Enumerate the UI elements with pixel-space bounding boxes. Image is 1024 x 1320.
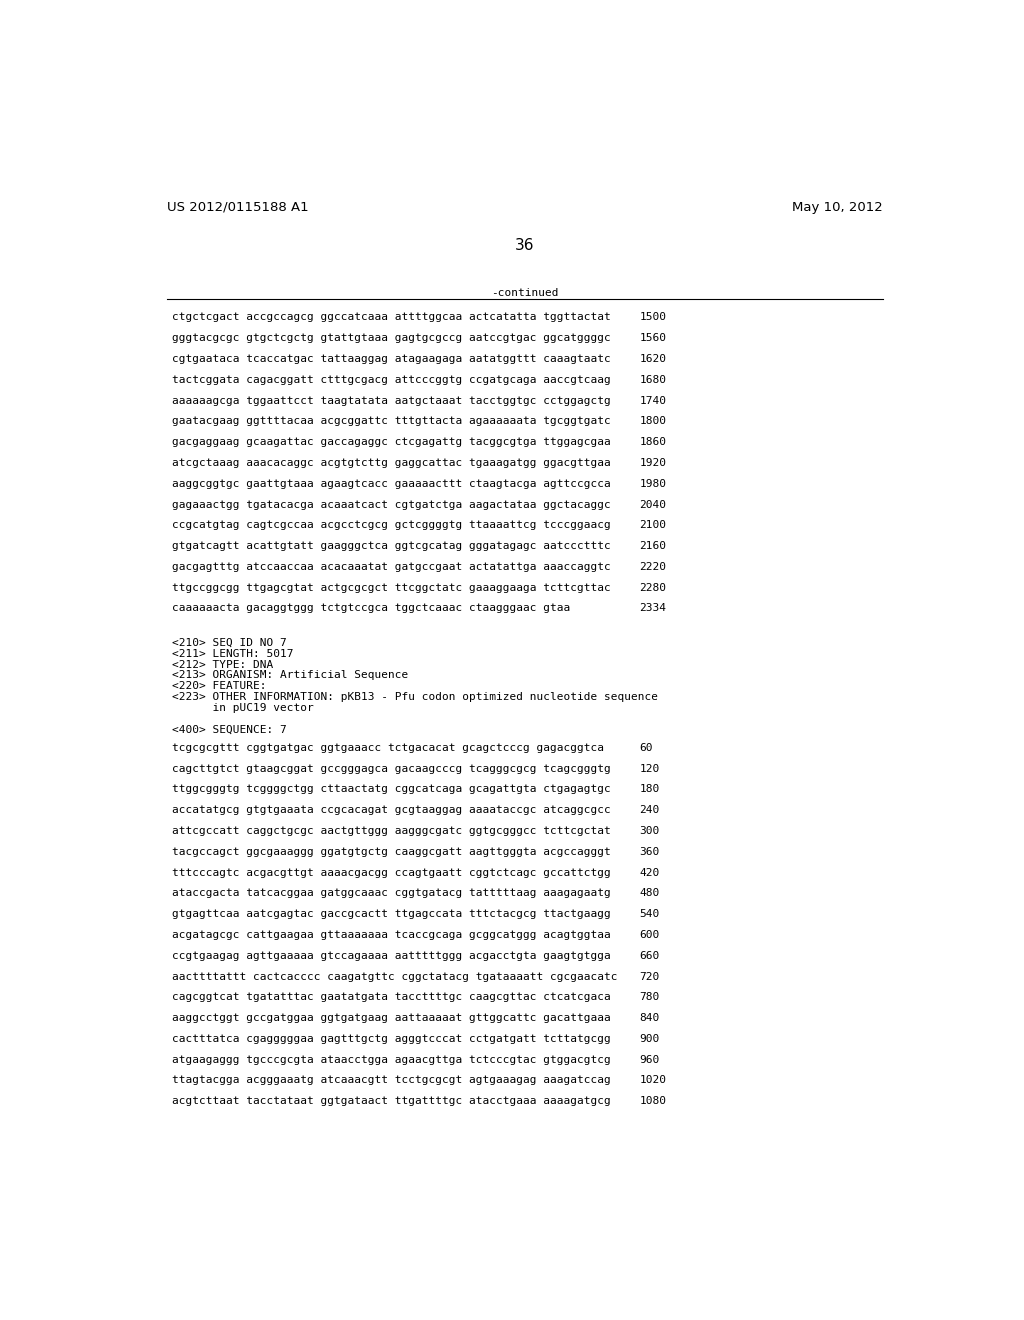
Text: <400> SEQUENCE: 7: <400> SEQUENCE: 7: [172, 725, 287, 734]
Text: aacttttattt cactcacccc caagatgttc cggctatacg tgataaaatt cgcgaacatc: aacttttattt cactcacccc caagatgttc cggcta…: [172, 972, 617, 982]
Text: 1860: 1860: [640, 437, 667, 447]
Text: cactttatca cgagggggaa gagtttgctg agggtcccat cctgatgatt tcttatgcgg: cactttatca cgagggggaa gagtttgctg agggtcc…: [172, 1034, 611, 1044]
Text: tactcggata cagacggatt ctttgcgacg attcccggtg ccgatgcaga aaccgtcaag: tactcggata cagacggatt ctttgcgacg attcccg…: [172, 375, 611, 384]
Text: 1980: 1980: [640, 479, 667, 488]
Text: ttagtacgga acgggaaatg atcaaacgtt tcctgcgcgt agtgaaagag aaagatccag: ttagtacgga acgggaaatg atcaaacgtt tcctgcg…: [172, 1076, 611, 1085]
Text: 720: 720: [640, 972, 659, 982]
Text: 1740: 1740: [640, 396, 667, 405]
Text: 480: 480: [640, 888, 659, 899]
Text: aaggcggtgc gaattgtaaa agaagtcacc gaaaaacttt ctaagtacga agttccgcca: aaggcggtgc gaattgtaaa agaagtcacc gaaaaac…: [172, 479, 611, 488]
Text: aaaaaagcga tggaattcct taagtatata aatgctaaat tacctggtgc cctggagctg: aaaaaagcga tggaattcct taagtatata aatgcta…: [172, 396, 611, 405]
Text: 2220: 2220: [640, 562, 667, 572]
Text: gacgagtttg atccaaccaa acacaaatat gatgccgaat actatattga aaaccaggtc: gacgagtttg atccaaccaa acacaaatat gatgccg…: [172, 562, 611, 572]
Text: ccgtgaagag agttgaaaaa gtccagaaaa aatttttggg acgacctgta gaagtgtgga: ccgtgaagag agttgaaaaa gtccagaaaa aattttt…: [172, 950, 611, 961]
Text: gagaaactgg tgatacacga acaaatcact cgtgatctga aagactataa ggctacaggc: gagaaactgg tgatacacga acaaatcact cgtgatc…: [172, 499, 611, 510]
Text: accatatgcg gtgtgaaata ccgcacagat gcgtaaggag aaaataccgc atcaggcgcc: accatatgcg gtgtgaaata ccgcacagat gcgtaag…: [172, 805, 611, 816]
Text: <210> SEQ ID NO 7: <210> SEQ ID NO 7: [172, 638, 287, 648]
Text: -continued: -continued: [492, 288, 558, 298]
Text: 1620: 1620: [640, 354, 667, 364]
Text: attcgccatt caggctgcgc aactgttggg aagggcgatc ggtgcgggcc tcttcgctat: attcgccatt caggctgcgc aactgttggg aagggcg…: [172, 826, 611, 836]
Text: cgtgaataca tcaccatgac tattaaggag atagaagaga aatatggttt caaagtaatc: cgtgaataca tcaccatgac tattaaggag atagaag…: [172, 354, 611, 364]
Text: cagcttgtct gtaagcggat gccgggagca gacaagcccg tcagggcgcg tcagcgggtg: cagcttgtct gtaagcggat gccgggagca gacaagc…: [172, 763, 611, 774]
Text: ttgccggcgg ttgagcgtat actgcgcgct ttcggctatc gaaaggaaga tcttcgttac: ttgccggcgg ttgagcgtat actgcgcgct ttcggct…: [172, 582, 611, 593]
Text: 2040: 2040: [640, 499, 667, 510]
Text: 540: 540: [640, 909, 659, 919]
Text: 60: 60: [640, 743, 653, 752]
Text: aaggcctggt gccgatggaa ggtgatgaag aattaaaaat gttggcattc gacattgaaa: aaggcctggt gccgatggaa ggtgatgaag aattaaa…: [172, 1014, 611, 1023]
Text: 900: 900: [640, 1034, 659, 1044]
Text: 2334: 2334: [640, 603, 667, 614]
Text: gtgatcagtt acattgtatt gaagggctca ggtcgcatag gggatagagc aatccctttc: gtgatcagtt acattgtatt gaagggctca ggtcgca…: [172, 541, 611, 550]
Text: 240: 240: [640, 805, 659, 816]
Text: acgatagcgc cattgaagaa gttaaaaaaa tcaccgcaga gcggcatggg acagtggtaa: acgatagcgc cattgaagaa gttaaaaaaa tcaccgc…: [172, 929, 611, 940]
Text: 1680: 1680: [640, 375, 667, 384]
Text: <211> LENGTH: 5017: <211> LENGTH: 5017: [172, 649, 294, 659]
Text: ataccgacta tatcacggaa gatggcaaac cggtgatacg tatttttaag aaagagaatg: ataccgacta tatcacggaa gatggcaaac cggtgat…: [172, 888, 611, 899]
Text: <212> TYPE: DNA: <212> TYPE: DNA: [172, 660, 273, 669]
Text: 120: 120: [640, 763, 659, 774]
Text: 2280: 2280: [640, 582, 667, 593]
Text: cagcggtcat tgatatttac gaatatgata taccttttgc caagcgttac ctcatcgaca: cagcggtcat tgatatttac gaatatgata taccttt…: [172, 993, 611, 1002]
Text: 1560: 1560: [640, 333, 667, 343]
Text: 180: 180: [640, 784, 659, 795]
Text: 2100: 2100: [640, 520, 667, 531]
Text: 1920: 1920: [640, 458, 667, 467]
Text: 1500: 1500: [640, 313, 667, 322]
Text: tttcccagtc acgacgttgt aaaacgacgg ccagtgaatt cggtctcagc gccattctgg: tttcccagtc acgacgttgt aaaacgacgg ccagtga…: [172, 867, 611, 878]
Text: <223> OTHER INFORMATION: pKB13 - Pfu codon optimized nucleotide sequence: <223> OTHER INFORMATION: pKB13 - Pfu cod…: [172, 692, 658, 702]
Text: 840: 840: [640, 1014, 659, 1023]
Text: <213> ORGANISM: Artificial Sequence: <213> ORGANISM: Artificial Sequence: [172, 671, 409, 680]
Text: 360: 360: [640, 847, 659, 857]
Text: acgtcttaat tacctataat ggtgataact ttgattttgc atacctgaaa aaaagatgcg: acgtcttaat tacctataat ggtgataact ttgattt…: [172, 1096, 611, 1106]
Text: caaaaaacta gacaggtggg tctgtccgca tggctcaaac ctaagggaac gtaa: caaaaaacta gacaggtggg tctgtccgca tggctca…: [172, 603, 570, 614]
Text: gaatacgaag ggttttacaa acgcggattc tttgttacta agaaaaaata tgcggtgatc: gaatacgaag ggttttacaa acgcggattc tttgtta…: [172, 416, 611, 426]
Text: ccgcatgtag cagtcgccaa acgcctcgcg gctcggggtg ttaaaattcg tcccggaacg: ccgcatgtag cagtcgccaa acgcctcgcg gctcggg…: [172, 520, 611, 531]
Text: 1020: 1020: [640, 1076, 667, 1085]
Text: tcgcgcgttt cggtgatgac ggtgaaacc tctgacacat gcagctcccg gagacggtca: tcgcgcgttt cggtgatgac ggtgaaacc tctgacac…: [172, 743, 604, 752]
Text: 1080: 1080: [640, 1096, 667, 1106]
Text: atgaagaggg tgcccgcgta ataacctgga agaacgttga tctcccgtac gtggacgtcg: atgaagaggg tgcccgcgta ataacctgga agaacgt…: [172, 1055, 611, 1065]
Text: 2160: 2160: [640, 541, 667, 550]
Text: 300: 300: [640, 826, 659, 836]
Text: atcgctaaag aaacacaggc acgtgtcttg gaggcattac tgaaagatgg ggacgttgaa: atcgctaaag aaacacaggc acgtgtcttg gaggcat…: [172, 458, 611, 467]
Text: tacgccagct ggcgaaaggg ggatgtgctg caaggcgatt aagttgggta acgccagggt: tacgccagct ggcgaaaggg ggatgtgctg caaggcg…: [172, 847, 611, 857]
Text: 960: 960: [640, 1055, 659, 1065]
Text: in pUC19 vector: in pUC19 vector: [172, 702, 314, 713]
Text: 780: 780: [640, 993, 659, 1002]
Text: gtgagttcaa aatcgagtac gaccgcactt ttgagccata tttctacgcg ttactgaagg: gtgagttcaa aatcgagtac gaccgcactt ttgagcc…: [172, 909, 611, 919]
Text: gggtacgcgc gtgctcgctg gtattgtaaa gagtgcgccg aatccgtgac ggcatggggc: gggtacgcgc gtgctcgctg gtattgtaaa gagtgcg…: [172, 333, 611, 343]
Text: ttggcgggtg tcggggctgg cttaactatg cggcatcaga gcagattgta ctgagagtgc: ttggcgggtg tcggggctgg cttaactatg cggcatc…: [172, 784, 611, 795]
Text: gacgaggaag gcaagattac gaccagaggc ctcgagattg tacggcgtga ttggagcgaa: gacgaggaag gcaagattac gaccagaggc ctcgaga…: [172, 437, 611, 447]
Text: 1800: 1800: [640, 416, 667, 426]
Text: 660: 660: [640, 950, 659, 961]
Text: <220> FEATURE:: <220> FEATURE:: [172, 681, 266, 692]
Text: 600: 600: [640, 929, 659, 940]
Text: ctgctcgact accgccagcg ggccatcaaa attttggcaa actcatatta tggttactat: ctgctcgact accgccagcg ggccatcaaa attttgg…: [172, 313, 611, 322]
Text: May 10, 2012: May 10, 2012: [793, 201, 883, 214]
Text: US 2012/0115188 A1: US 2012/0115188 A1: [167, 201, 308, 214]
Text: 36: 36: [515, 238, 535, 252]
Text: 420: 420: [640, 867, 659, 878]
